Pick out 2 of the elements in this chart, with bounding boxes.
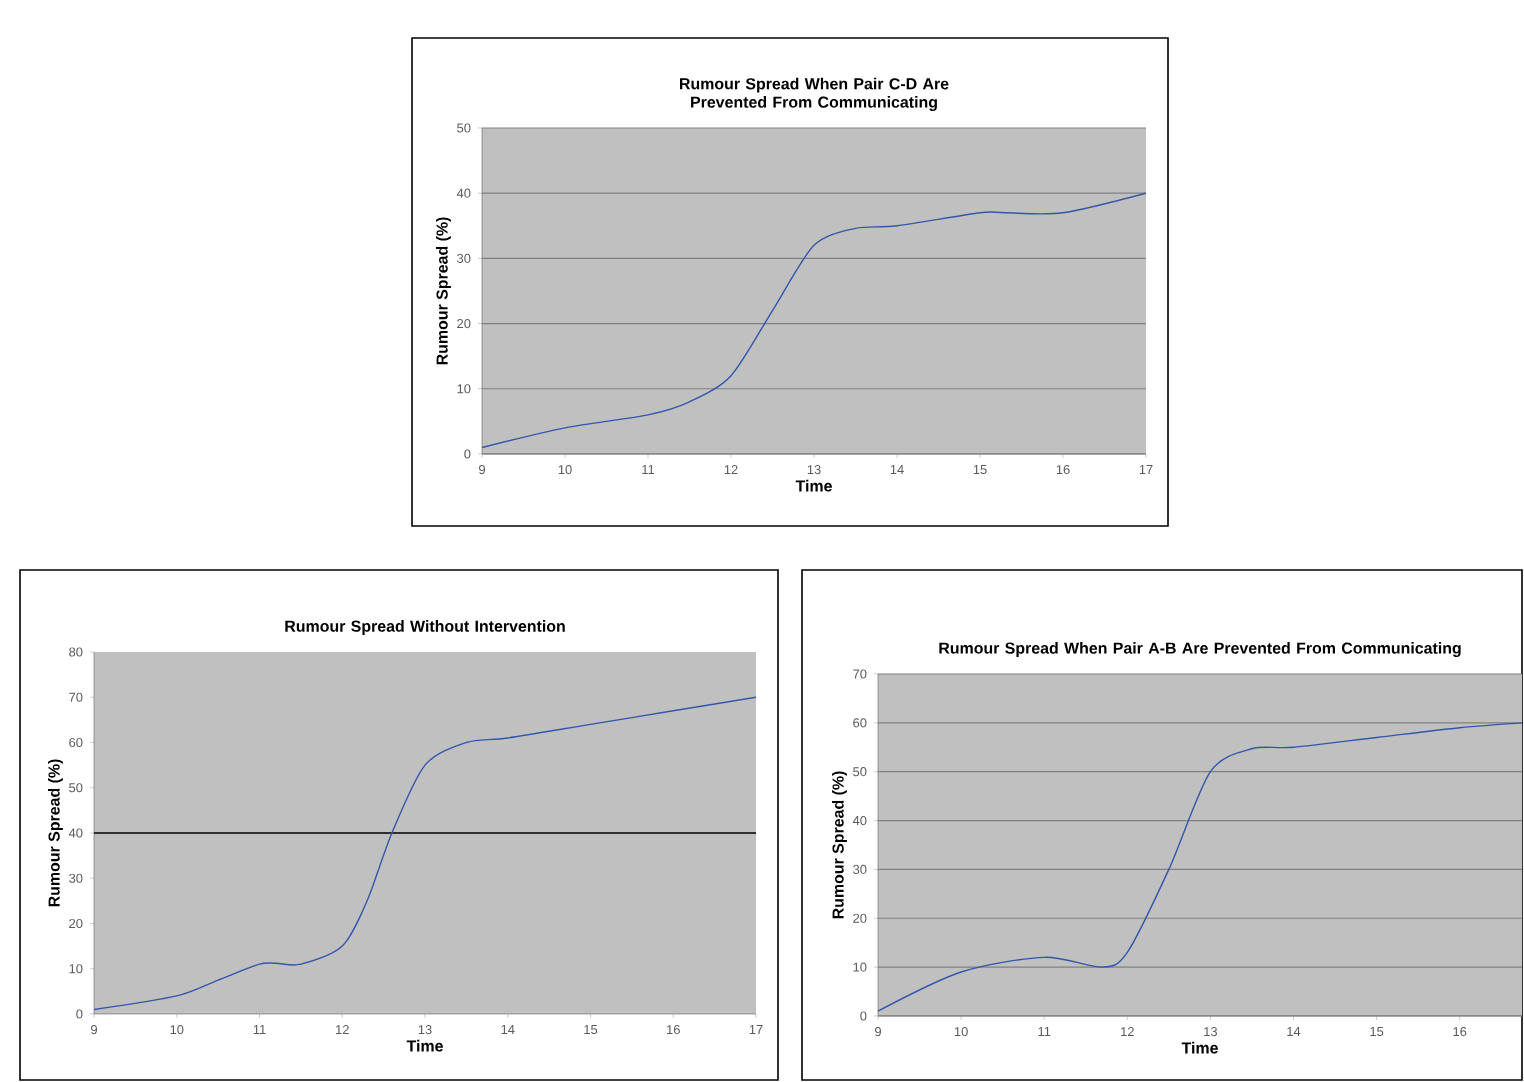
line-series: [878, 722, 1523, 1012]
line-series: [482, 192, 1147, 449]
